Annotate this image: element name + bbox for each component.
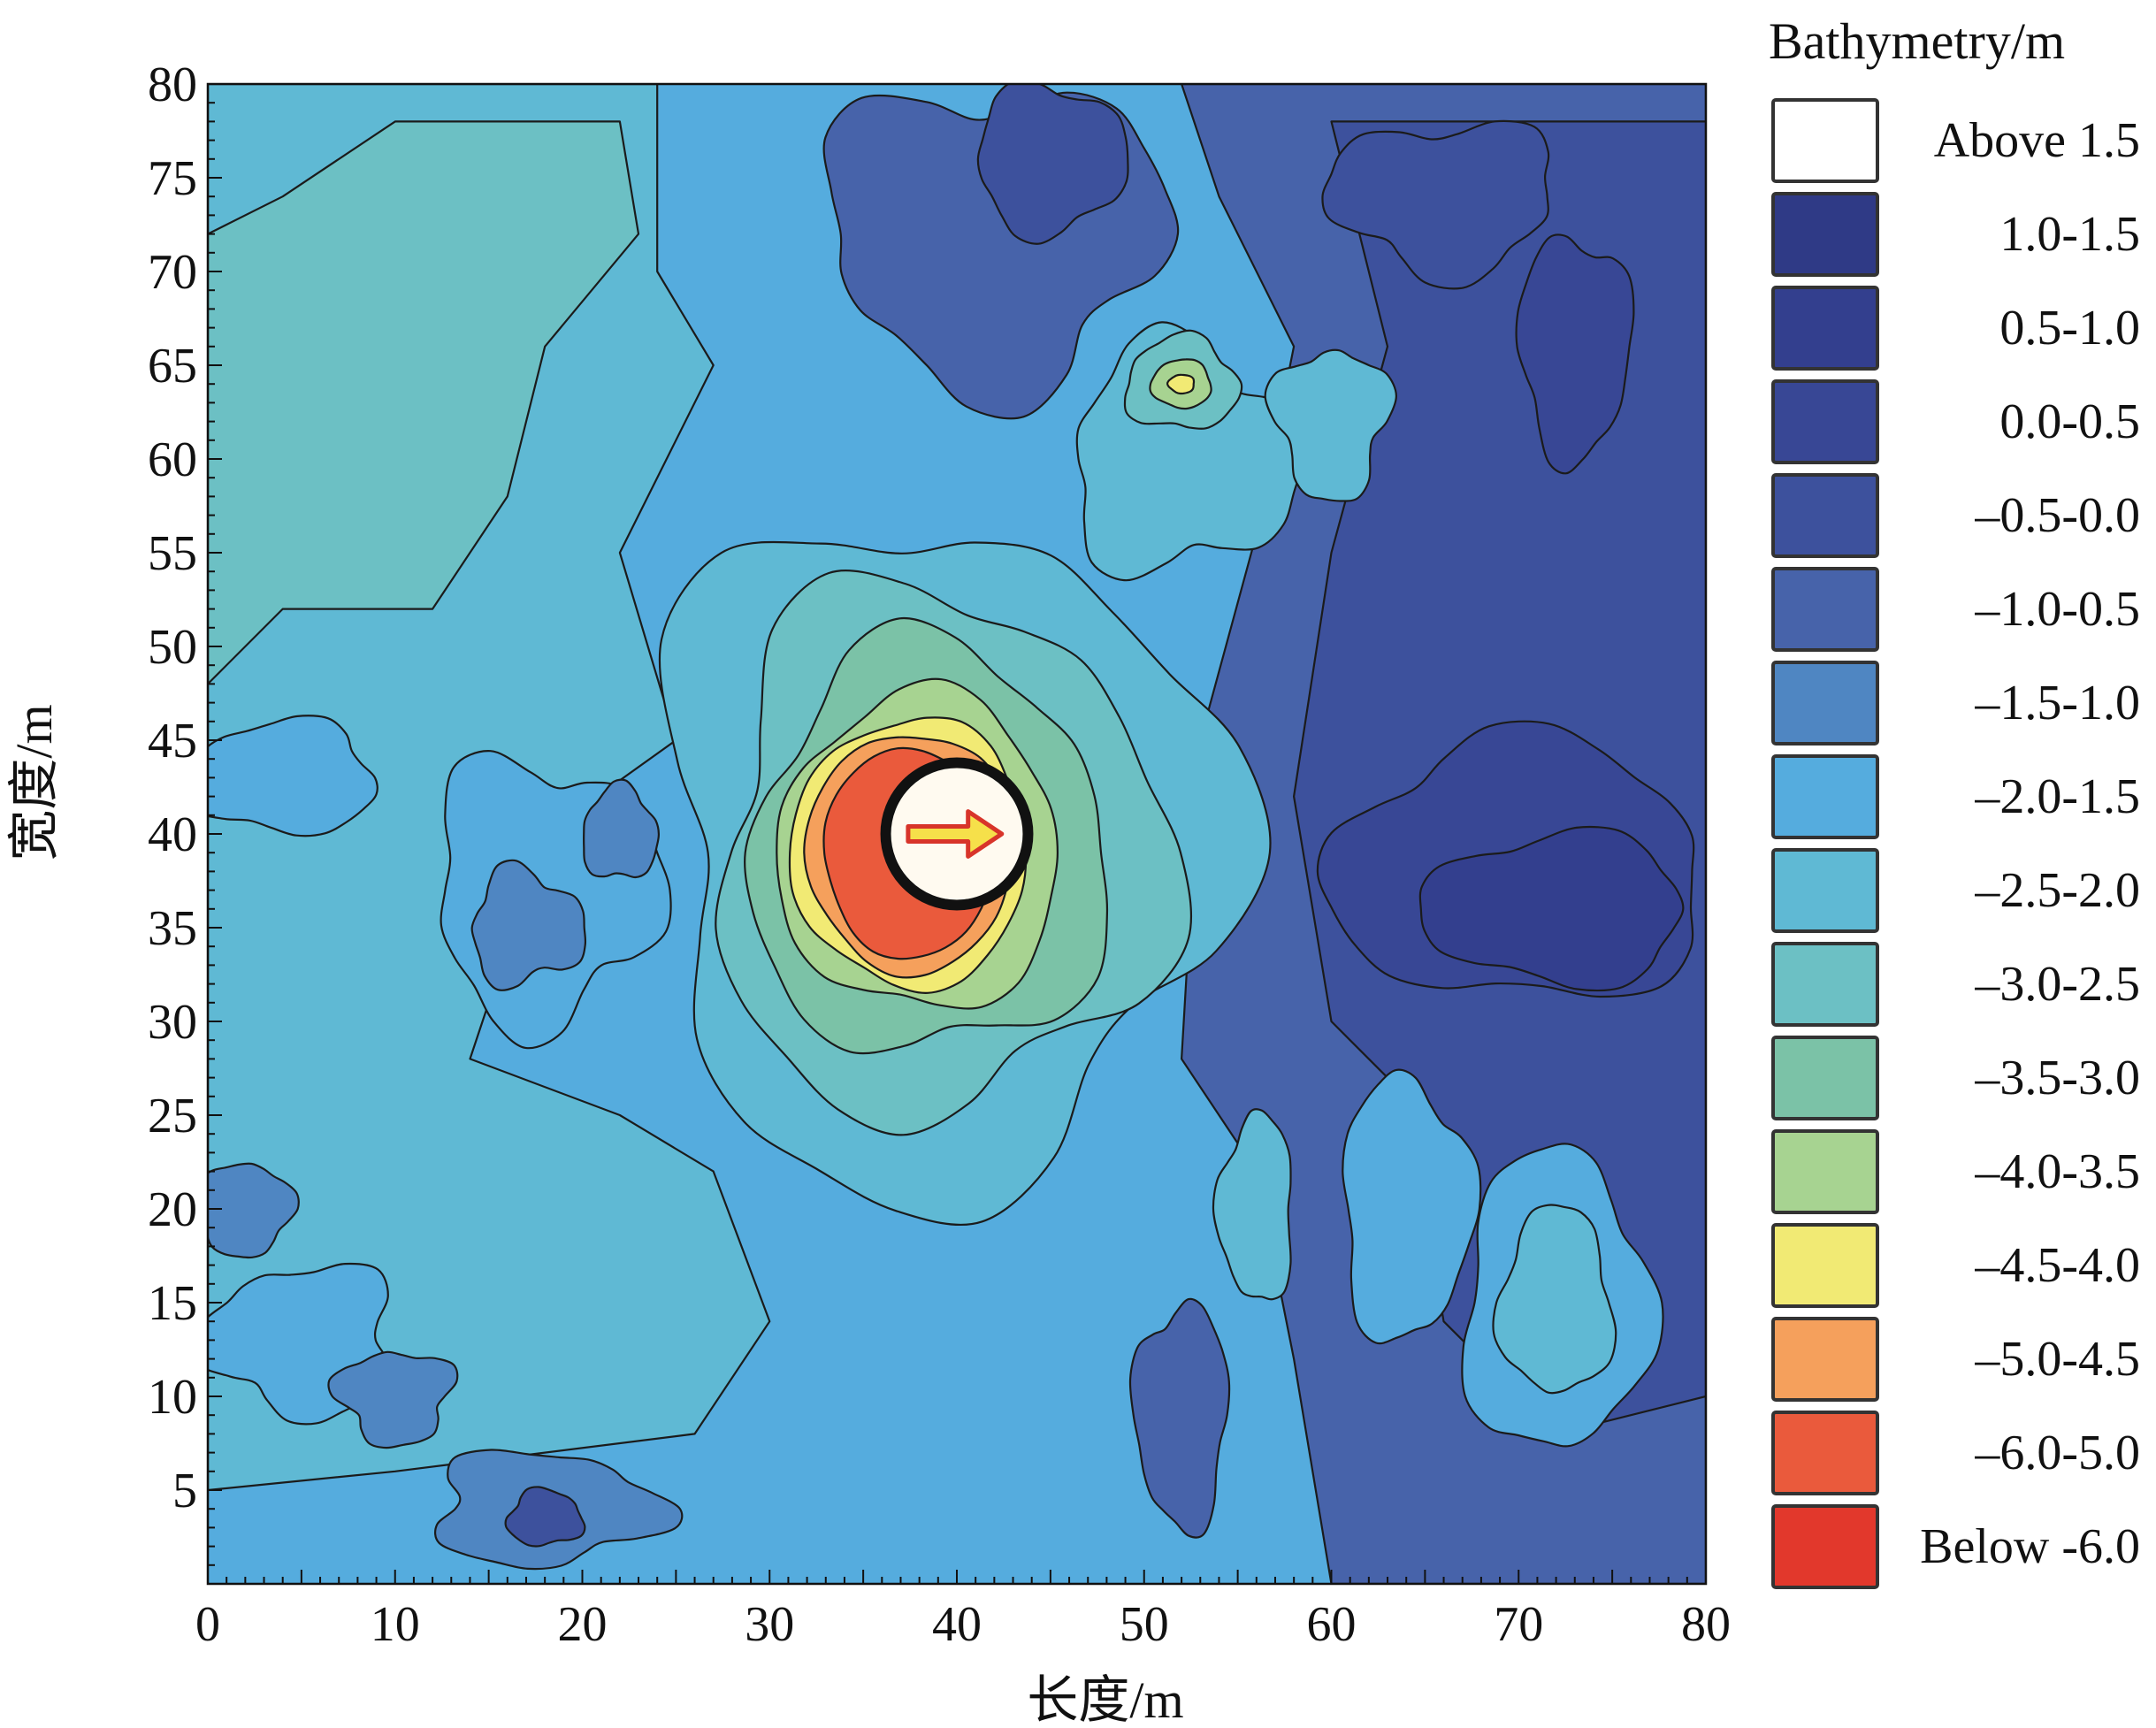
- contour-region-right-core-inner: [1418, 825, 1685, 992]
- legend-swatch: [1771, 848, 1879, 933]
- legend-swatch: [1771, 379, 1879, 464]
- legend-label: –4.0-3.5: [1974, 1144, 2140, 1199]
- legend-label: Below -6.0: [1920, 1519, 2140, 1574]
- x-tick-label: 10: [371, 1597, 420, 1652]
- legend-swatch: [1771, 473, 1879, 558]
- x-axis-title: 长度/m: [1027, 1671, 1183, 1728]
- x-tick-label: 50: [1120, 1597, 1169, 1652]
- y-axis-title: 宽度/m: [5, 704, 63, 860]
- legend-swatch: [1771, 1317, 1879, 1402]
- y-tick-label: 10: [148, 1370, 197, 1425]
- legend-title: Bathymetry/m: [1769, 12, 2065, 70]
- legend-swatch: [1771, 1504, 1879, 1589]
- legend-swatch: [1771, 942, 1879, 1027]
- contour-region-top-right-channel: [1515, 233, 1635, 475]
- legend-label: –0.5-0.0: [1974, 488, 2140, 543]
- y-tick-label: 75: [148, 151, 197, 206]
- contour-plot-area: [208, 84, 1706, 1584]
- x-tick-label: 40: [932, 1597, 982, 1652]
- y-tick-label: 30: [148, 995, 197, 1050]
- legend-swatch: [1771, 1036, 1879, 1120]
- y-tick-label: 70: [148, 245, 197, 300]
- axes: 0 10 20 30 40 50 60 70 80 5 10 15 20 25 30 35 40 45 50 55 60…: [148, 57, 1731, 1652]
- contour-region-top-center-deep: [976, 84, 1129, 245]
- x-tick-label: 60: [1307, 1597, 1357, 1652]
- contour-region-left-spot: [583, 778, 661, 879]
- legend-label: –1.0-0.5: [1974, 582, 2140, 637]
- flow-direction-arrow-icon: [906, 809, 1005, 859]
- y-tick-label: 20: [148, 1182, 197, 1237]
- y-tick-label: 80: [148, 57, 197, 112]
- legend-swatch: [1771, 192, 1879, 277]
- legend-swatch: [1771, 1223, 1879, 1308]
- x-tick-label: 30: [745, 1597, 794, 1652]
- contour-region-left-lighter: [208, 120, 640, 685]
- legend-swatch: [1771, 567, 1879, 652]
- legend-label: –3.5-3.0: [1974, 1051, 2140, 1105]
- contour-region-lower-mid-trough: [1128, 1297, 1231, 1539]
- legend-label: –5.0-4.5: [1974, 1332, 2140, 1387]
- contour-region-lower-left-inner: [327, 1350, 459, 1449]
- legend-label: Above 1.5: [1934, 113, 2140, 168]
- contour-region-left-edge-2: [208, 1162, 300, 1259]
- legend-swatch: [1771, 1129, 1879, 1214]
- y-tick-label: 50: [148, 620, 197, 675]
- legend-swatch: [1771, 754, 1879, 839]
- legend-swatch: [1771, 286, 1879, 371]
- legend-label: 0.0-0.5: [1999, 394, 2140, 449]
- x-tick-label: 20: [558, 1597, 608, 1652]
- y-tick-label: 25: [148, 1089, 197, 1143]
- contour-region-lower-right-mound-inner: [1492, 1204, 1617, 1395]
- legend-label: –2.0-1.5: [1974, 769, 2140, 824]
- contour-region-knoll-core: [1166, 373, 1196, 395]
- contour-region-left-edge: [208, 715, 378, 837]
- contour-region-bottom-left-deep: [504, 1486, 586, 1548]
- y-tick-label: 45: [148, 714, 197, 768]
- legend-label: –3.0-2.5: [1974, 957, 2140, 1012]
- legend-label: 0.5-1.0: [1999, 301, 2140, 356]
- legend-swatch: [1771, 661, 1879, 745]
- y-tick-label: 65: [148, 339, 197, 394]
- legend: Bathymetry/m Above 1.5 1.0-1.5 0.5-1.0 0.0-0…: [1769, 12, 2140, 1589]
- legend-label: –4.5-4.0: [1974, 1238, 2140, 1293]
- y-tick-label: 5: [172, 1464, 197, 1518]
- contour-region-lower-mid-mound: [1212, 1108, 1292, 1301]
- legend-label: –2.5-2.0: [1974, 863, 2140, 918]
- y-tick-label: 35: [148, 901, 197, 956]
- legend-label: 1.0-1.5: [1999, 207, 2140, 262]
- legend-label: –6.0-5.0: [1974, 1426, 2140, 1480]
- y-tick-label: 40: [148, 807, 197, 862]
- legend-label: –1.5-1.0: [1974, 676, 2140, 730]
- contour-region-top-right: [1321, 119, 1550, 290]
- contour-region-left-pocket-inner: [470, 859, 587, 991]
- contour-region-right-small-mound: [1264, 348, 1398, 502]
- x-tick-label: 0: [195, 1597, 220, 1652]
- y-tick-label: 60: [148, 432, 197, 487]
- legend-swatch: [1771, 1411, 1879, 1495]
- contour-region-right-lower-band: [1342, 1068, 1482, 1345]
- x-tick-label: 70: [1494, 1597, 1543, 1652]
- y-tick-label: 55: [148, 526, 197, 581]
- legend-swatch: [1771, 98, 1879, 183]
- y-tick-label: 15: [148, 1276, 197, 1331]
- x-tick-label: 80: [1681, 1597, 1731, 1652]
